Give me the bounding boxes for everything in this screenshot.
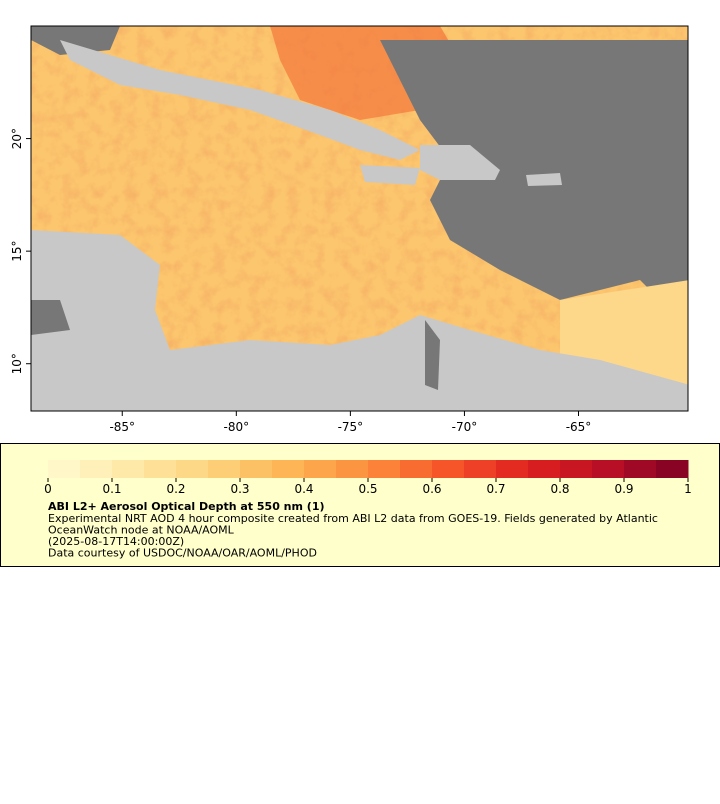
colorbar-step xyxy=(560,460,593,478)
colorbar-step xyxy=(368,460,401,478)
legend-title: ABI L2+ Aerosol Optical Depth at 550 nm … xyxy=(48,500,325,513)
colorbar-step xyxy=(48,460,81,478)
colorbar-step xyxy=(240,460,273,478)
map-frame xyxy=(30,25,689,412)
x-tick-label: -85° xyxy=(109,420,135,434)
map-area xyxy=(31,26,688,411)
colorbar-step xyxy=(656,460,689,478)
colorbar-tick-label: 0.9 xyxy=(614,482,633,496)
colorbar-tick-label: 0.8 xyxy=(550,482,569,496)
colorbar-tick-label: 0.3 xyxy=(230,482,249,496)
y-tick-label: 20° xyxy=(10,128,24,149)
colorbar-step xyxy=(80,460,113,478)
legend-description: Experimental NRT AOD 4 hour composite cr… xyxy=(48,512,658,525)
colorbar-step xyxy=(528,460,561,478)
colorbar-tick-label: 0.2 xyxy=(166,482,185,496)
colorbar-tick-label: 0.5 xyxy=(358,482,377,496)
colorbar-tick-label: 0.7 xyxy=(486,482,505,496)
colorbar-tick-label: 0.1 xyxy=(102,482,121,496)
legend-description: (2025-08-17T14:00:00Z) xyxy=(48,535,184,548)
colorbar-step xyxy=(592,460,625,478)
colorbar-step xyxy=(208,460,241,478)
colorbar-step xyxy=(432,460,465,478)
colorbar-step xyxy=(336,460,369,478)
colorbar-tick-label: 1 xyxy=(684,482,692,496)
colorbar-step xyxy=(464,460,497,478)
x-tick-label: -65° xyxy=(566,420,592,434)
legend-description: Data courtesy of USDOC/NOAA/OAR/AOML/PHO… xyxy=(48,547,317,560)
colorbar-step xyxy=(112,460,145,478)
colorbar-tick-label: 0.6 xyxy=(422,482,441,496)
colorbar-step xyxy=(496,460,529,478)
y-tick-label: 15° xyxy=(10,241,24,262)
y-tick-label: 10° xyxy=(10,353,24,374)
colorbar-step xyxy=(624,460,657,478)
legend-description: OceanWatch node at NOAA/AOML xyxy=(48,524,235,537)
colorbar-tick-label: 0.4 xyxy=(294,482,313,496)
x-tick-label: -70° xyxy=(452,420,478,434)
colorbar-step xyxy=(176,460,209,478)
colorbar-step xyxy=(304,460,337,478)
x-tick-label: -75° xyxy=(338,420,364,434)
x-tick-label: -80° xyxy=(224,420,250,434)
colorbar-step xyxy=(144,460,177,478)
colorbar-tick-label: 0 xyxy=(44,482,52,496)
colorbar-step xyxy=(272,460,305,478)
colorbar-step xyxy=(400,460,433,478)
